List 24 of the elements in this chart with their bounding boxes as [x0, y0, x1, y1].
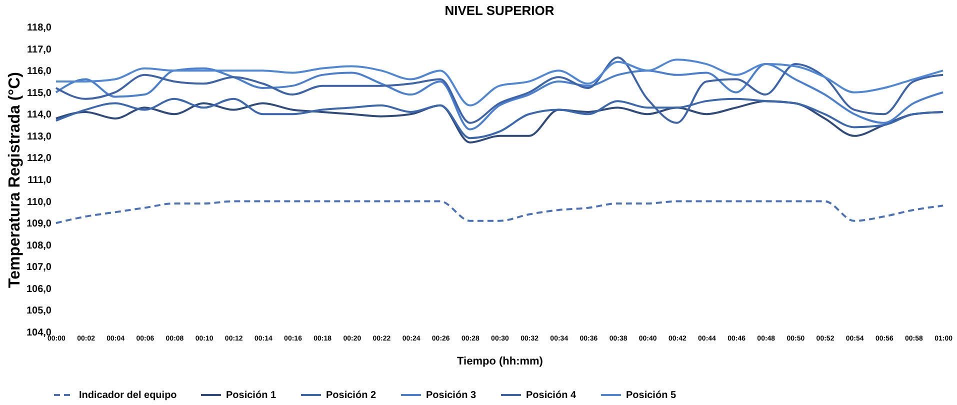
y-axis-title: Temperatura Registrada (°C) [6, 72, 24, 288]
y-tick-label: 105,0 [26, 306, 52, 317]
y-tick-label: 115,0 [27, 88, 52, 99]
y-tick-label: 113,0 [27, 131, 52, 142]
y-tick-label: 114,0 [27, 110, 52, 121]
y-tick-label: 117,0 [27, 44, 52, 56]
y-tick-label: 107,0 [26, 262, 52, 274]
legend-label: Posición 5 [626, 390, 676, 401]
y-tick-label: 109,0 [26, 218, 52, 230]
legend-label: Posición 4 [526, 390, 576, 401]
x-axis-title: Tiempo (hh:mm) [457, 356, 544, 368]
y-tick-label: 110,0 [27, 196, 52, 208]
legend-label: Posición 3 [426, 390, 476, 401]
legend-label: Posición 2 [326, 390, 376, 401]
y-tick-label: 116,0 [27, 66, 52, 78]
y-tick-label: 106,0 [26, 284, 52, 295]
legend-label: Indicador del equipo [79, 390, 177, 401]
legend-label: Posición 1 [226, 390, 276, 401]
chart-title: NIVEL SUPERIOR [444, 3, 555, 18]
line-series [54, 200, 944, 224]
y-tick-label: 108,0 [26, 240, 52, 252]
y-tick-label: 111,0 [28, 175, 52, 186]
y-tick-label: 118,0 [27, 22, 52, 34]
y-tick-label: 112,0 [27, 153, 52, 164]
